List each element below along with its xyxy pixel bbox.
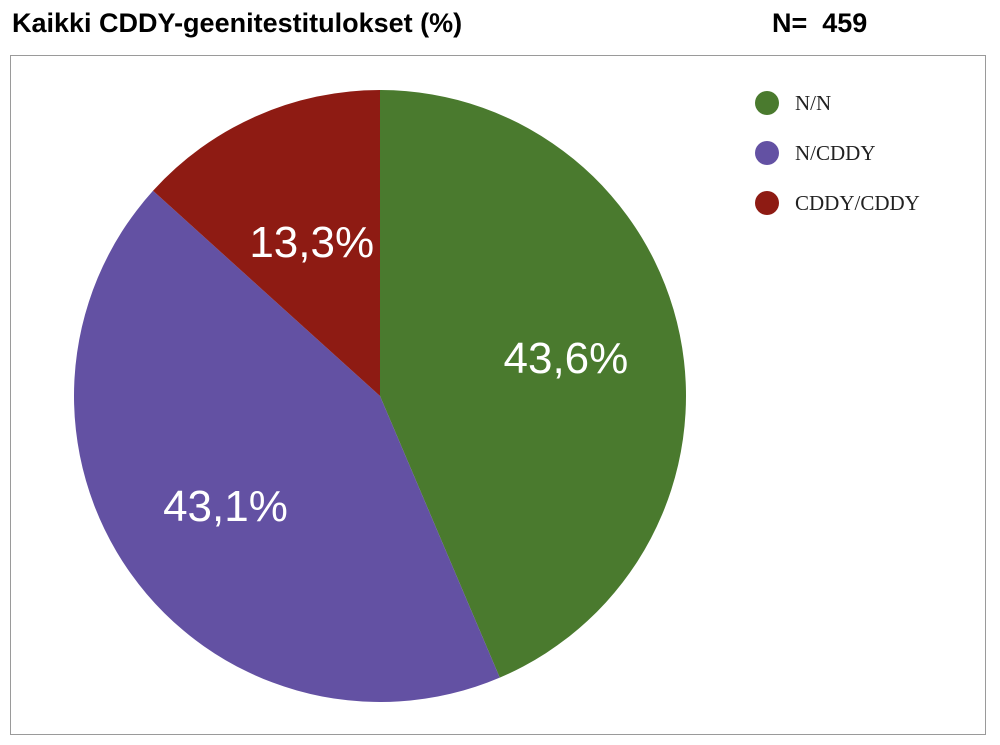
legend: N/N N/CDDY CDDY/CDDY [755, 91, 920, 215]
legend-swatch [755, 91, 779, 115]
chart-title: Kaikki CDDY-geenitestitulokset (%) [12, 8, 463, 38]
legend-label: N/CDDY [795, 141, 876, 165]
legend-label: N/N [795, 91, 831, 115]
pie-slice-n-cddy [74, 190, 500, 703]
sample-size-label: N= 459 [772, 8, 868, 38]
slice-label: 43,1% [163, 482, 288, 531]
slice-label: 43,6% [504, 334, 629, 383]
legend-swatch [755, 191, 779, 215]
slice-label: 13,3% [249, 218, 374, 267]
pie-slice-cddy-cddy [153, 90, 380, 396]
slice-labels: 43,6% 43,1% 13,3% [163, 218, 628, 531]
legend-swatch [755, 141, 779, 165]
pie-slice-n-n [380, 90, 686, 678]
legend-label: CDDY/CDDY [795, 191, 920, 215]
pie-slices [74, 90, 686, 703]
